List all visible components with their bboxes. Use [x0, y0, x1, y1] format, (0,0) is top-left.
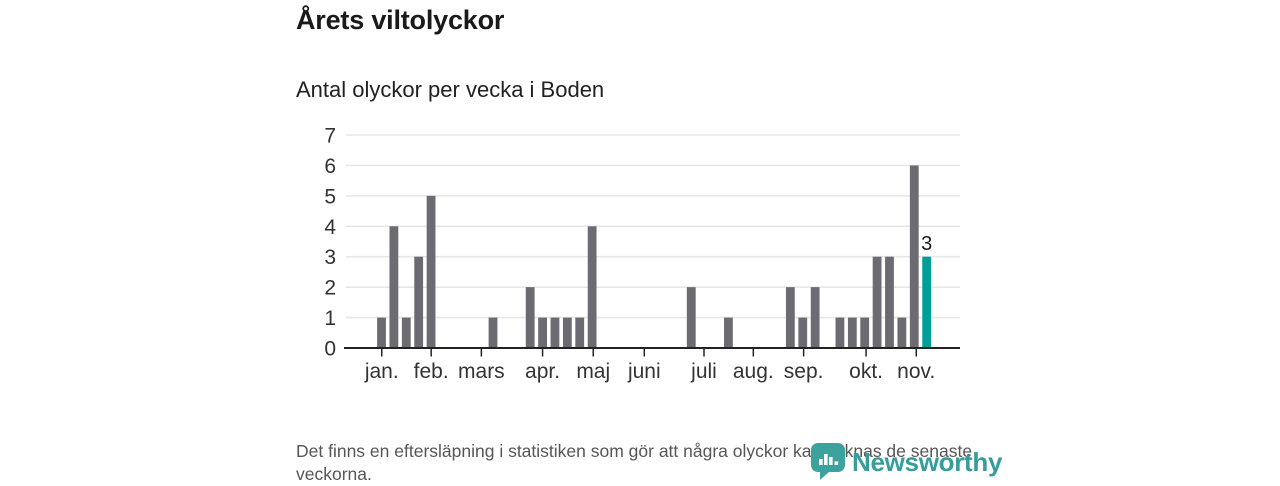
newsworthy-logo-icon	[811, 443, 845, 480]
bar-week-13	[525, 287, 535, 348]
speech-bubble-shape	[811, 443, 845, 480]
logo-bar-1	[819, 459, 823, 465]
y-axis-tick-label: 2	[324, 277, 336, 300]
bar-week-40	[860, 317, 870, 348]
bar-week-38	[835, 317, 845, 348]
y-axis-tick-label: 6	[324, 155, 336, 178]
y-axis-tick-label: 4	[324, 216, 336, 239]
bar-week-3	[401, 317, 411, 348]
bar-week-29	[724, 317, 733, 348]
x-axis-month-label: feb.	[414, 360, 449, 383]
x-axis-month-label: okt.	[849, 360, 883, 383]
x-axis-month-label: juli	[690, 360, 717, 383]
bar-current-week	[922, 256, 932, 348]
bar-week-18	[587, 226, 597, 348]
newsworthy-logo-text: Newsworthy	[852, 447, 1003, 477]
bar-week-39	[847, 317, 857, 348]
y-axis-tick-label: 7	[324, 125, 336, 148]
bar-week-2	[389, 226, 399, 348]
bar-chart: 0 1 2 3 4 5 6 7 jan. feb. mars apr. maj juni juli aug. s…	[324, 125, 960, 383]
bar-week-41	[872, 256, 882, 348]
bar-week-16	[562, 317, 572, 348]
y-axis-tick-label: 5	[324, 185, 336, 208]
bar-week-4	[414, 256, 424, 348]
x-axis-month-label: nov.	[897, 360, 935, 383]
x-axis-month-label: maj	[576, 360, 610, 383]
logo-bar-2	[824, 454, 828, 465]
bar-week-15	[550, 317, 560, 348]
y-axis-tick-label: 3	[324, 246, 336, 269]
bar-week-5	[426, 195, 436, 348]
newsworthy-logo[interactable]: Newsworthy	[811, 443, 1002, 480]
x-axis-month-label: mars	[458, 360, 505, 383]
y-axis-tick-label: 1	[324, 307, 336, 330]
bar-week-35	[798, 317, 808, 348]
x-axis-month-label: apr.	[525, 360, 560, 383]
chart-subtitle: Antal olyckor per vecka i Boden	[296, 77, 605, 102]
bar-week-36	[810, 287, 820, 348]
x-axis-month-label: jan.	[364, 360, 399, 383]
bar-week-17	[575, 317, 585, 348]
footer-note: Det finns en eftersläpning i statistiken…	[296, 441, 973, 484]
bar-week-44	[909, 165, 919, 348]
x-axis-month-label: juni	[627, 360, 661, 383]
bar-week-43	[897, 317, 907, 348]
logo-dot	[834, 461, 839, 465]
bar-week-34	[785, 287, 795, 348]
x-axis-month-label: aug.	[733, 360, 774, 383]
chart-title: Årets viltolyckor	[296, 5, 505, 35]
bar-week-10	[488, 317, 498, 348]
bar-value-annotation: 3	[921, 233, 932, 255]
bar-week-14	[538, 317, 547, 348]
bar-week-42	[885, 256, 894, 348]
bar-week-1	[377, 317, 386, 348]
y-axis-tick-label: 0	[324, 338, 336, 361]
bar-week-26	[686, 287, 696, 348]
logo-bar-3	[829, 457, 833, 465]
x-axis-month-label: sep.	[784, 360, 824, 383]
